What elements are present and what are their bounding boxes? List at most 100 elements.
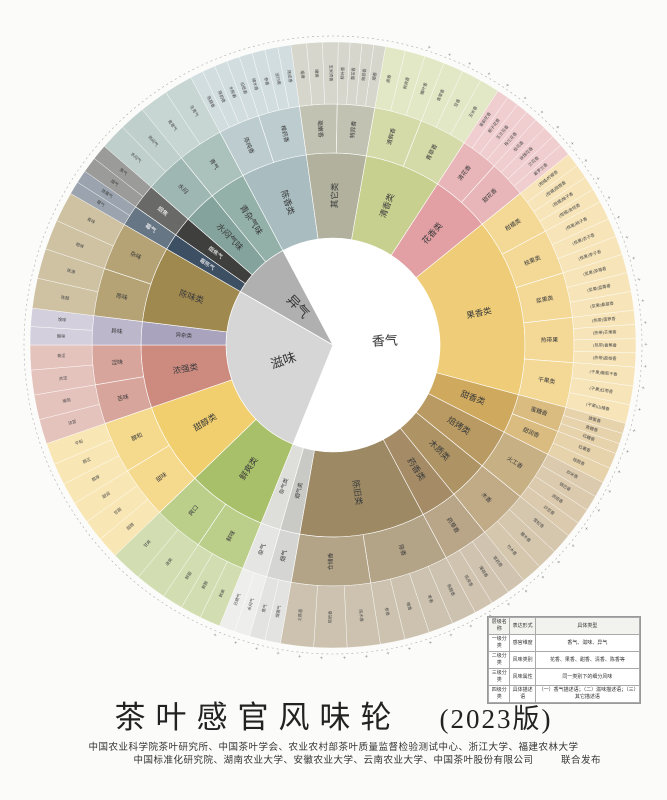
legend-cell: 风味类别 [509, 651, 536, 669]
legend-cell: 二级分类 [487, 651, 511, 669]
plus-tick-mark: + [276, 650, 283, 655]
legend-header-cell: 具体类型 [534, 617, 641, 635]
plus-tick-mark: + [569, 543, 576, 550]
subgroup-label: 陈香 [397, 543, 408, 557]
subgroup-label: 涩味 [111, 358, 123, 367]
plus-tick-mark: + [606, 489, 612, 496]
group-label: 浓强类 [172, 362, 199, 376]
subgroup-label: 异味 [111, 327, 123, 336]
plus-tick-mark: + [616, 214, 622, 221]
descriptor-label: 霉气 [95, 198, 106, 209]
legend-cell: 同一类别下的细分风味 [534, 668, 641, 686]
descriptor-label: 青草香 [435, 87, 447, 102]
descriptor-label: 馊味 [58, 316, 68, 324]
plus-tick-mark: + [297, 654, 303, 659]
plus-tick-mark: + [447, 52, 454, 58]
legend-cell: （一）香气描述语；（二）滋味描述语；（三）其它描述语 [534, 685, 641, 703]
plus-tick-mark: + [486, 71, 493, 77]
plus-tick-mark: + [362, 654, 368, 659]
descriptor-label: 焦糖香 [585, 423, 600, 434]
center-sector-label: 香气 [371, 333, 398, 349]
descriptor-label: 平和 [74, 438, 84, 448]
descriptor-label: 烟香 [370, 71, 378, 81]
subgroup-label: 烟气 [278, 549, 288, 562]
subgroup-label: 干果类 [537, 375, 556, 386]
plus-tick-mark: + [641, 386, 646, 392]
legend-cell: 香气、滋味、异气 [534, 634, 641, 652]
plus-tick-mark: + [583, 158, 590, 165]
descriptor-label: 陈醇 [60, 294, 69, 302]
plus-tick-mark: + [539, 575, 546, 582]
descriptor-label: 烟熏气 [274, 604, 284, 619]
plus-tick-mark: + [596, 176, 603, 183]
legend-cell: 一级分类 [487, 634, 511, 652]
plus-tick-mark: + [631, 428, 636, 435]
flavor-wheel-container: + + + + + + + + + + + + + + + + + + + + + + + + + + + + + + + + + + + + + + + +… [23, 35, 648, 660]
legend-row: 三级分类 风味属性 同一类别下的细分风味 [487, 668, 641, 686]
plus-tick-mark: + [644, 342, 648, 348]
descriptor-label: 菌花香 [349, 66, 357, 80]
plus-tick-mark: + [555, 124, 562, 131]
descriptor-label: 蜂蜜香 [588, 414, 603, 424]
descriptor-label: 陈韵香 [216, 90, 228, 105]
legend-table: 层级名称 表达形式 具体类型 一级分类 感官维度 香气、滋味、异气 二级分类 风味类别 花香、… [487, 616, 641, 704]
plus-tick-mark: + [467, 60, 474, 66]
caption-line1: 中国农业科学院茶叶研究所、中国茶叶学会、农业农村部茶叶质量监督检验测试中心、浙江… [88, 743, 579, 753]
descriptor-label: (浆果)桑葚香 [590, 299, 615, 310]
descriptor-label: 毫香 [299, 70, 307, 80]
legend-header-cell: 表达形式 [509, 617, 536, 635]
descriptor-label: (干果)红枣香 [589, 384, 614, 395]
descriptor-label: 鲜爽香 [401, 75, 411, 90]
legend-row: 四级分类 具体描述语 （一）香气描述语；（二）滋味描述语；（三）其它描述语 [487, 685, 641, 703]
descriptor-label: (热带)荔枝香 [593, 354, 618, 362]
descriptor-label: 海苔香 [360, 67, 368, 81]
caption-line2-row: 中国标准化研究院、湖南农业大学、安徽农业大学、云南农业大学、中国茶叶股份有限公司… [38, 755, 629, 768]
descriptor-label: 嫩香 [313, 69, 321, 79]
subgroup-label: 特异香 [348, 120, 358, 138]
plus-tick-mark: + [632, 256, 637, 263]
plus-tick-mark: + [340, 656, 346, 660]
legend-header-cell: 层级名称 [487, 617, 511, 635]
plus-tick-mark: + [505, 82, 512, 89]
descriptor-label: (干果)葡萄干香 [589, 368, 618, 378]
descriptor-label: 陈滑 [66, 267, 76, 276]
descriptor-label: 水闷气 [245, 596, 256, 611]
descriptor-label: 红糖香 [582, 432, 597, 443]
plus-tick-mark: + [213, 632, 220, 638]
descriptor-label: 嫩叶香 [418, 81, 429, 96]
descriptor-label: 酸味 [57, 333, 66, 340]
descriptor-label: 甘甜 [112, 506, 123, 517]
descriptor-label: 鲜甜 [183, 570, 193, 581]
plus-tick-mark: + [522, 589, 529, 596]
legend-cell: 风味属性 [509, 668, 536, 686]
subgroup-label: 热带果 [541, 336, 559, 344]
descriptor-label: 陈纸香 [327, 610, 334, 623]
plus-tick-mark: + [466, 624, 473, 630]
descriptor-label: 旧纸香 [238, 81, 249, 96]
wheel-descriptor-2-3-0-1 [165, 77, 221, 145]
descriptor-label: 日晒气 [232, 592, 243, 607]
outer-dashed-ring [23, 35, 643, 655]
descriptor-label: 当归香 [273, 72, 283, 87]
plus-tick-mark: + [637, 277, 642, 284]
plus-tick-mark: + [637, 407, 642, 414]
descriptor-label: 甜醇 [125, 521, 136, 532]
descriptor-label: 樟香 [404, 601, 413, 612]
plus-tick-mark: + [607, 195, 613, 202]
group-label: 异杂类 [175, 331, 192, 340]
plus-tick-mark: + [643, 364, 647, 370]
legend-cell: 具体描述语 [509, 685, 536, 703]
plus-tick-mark: + [616, 469, 622, 476]
descriptor-label: 浓涩 [58, 374, 67, 382]
plus-tick-mark: + [447, 633, 454, 639]
subgroup-label: 陈味 [115, 291, 128, 301]
descriptor-label: 微苦 [62, 396, 72, 405]
descriptor-label: 焦气 [260, 602, 269, 613]
flavor-wheel: + + + + + + + + + + + + + + + + + + + + + + + + + + + + + + + + + + + + + + + +… [23, 35, 648, 660]
subgroup-label: 苦味 [116, 392, 129, 403]
legend-cell: 四级分类 [487, 685, 511, 703]
plus-tick-mark: + [583, 526, 590, 533]
group-label: 陈旧类 [351, 479, 365, 506]
subgroup-label: 仓储香 [326, 553, 334, 571]
legend-row: 二级分类 风味类别 花香、果香、甜香、清香、陈香等 [487, 651, 641, 669]
